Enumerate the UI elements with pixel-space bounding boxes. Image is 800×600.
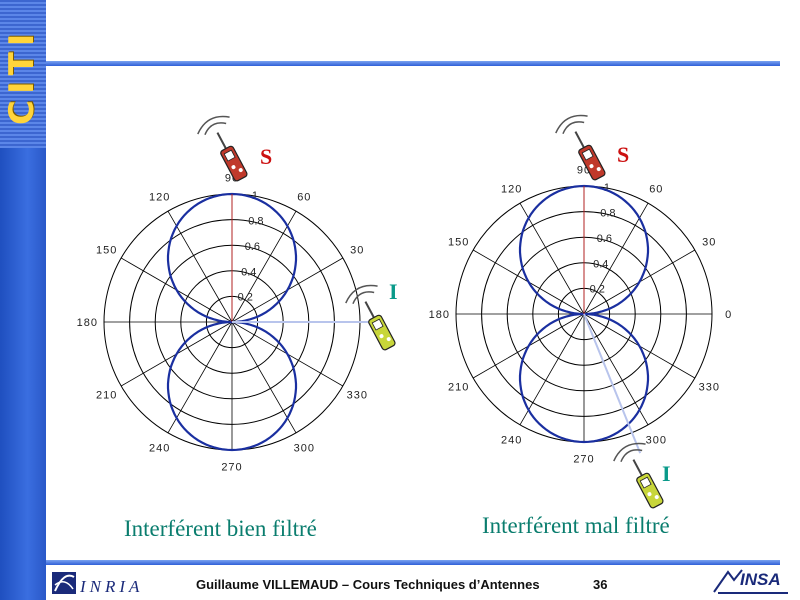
phone-key — [647, 492, 652, 497]
phone-key — [238, 168, 243, 173]
inria-logo — [52, 572, 76, 594]
radial-tick-label: 0.4 — [593, 258, 608, 270]
signal-wave — [352, 291, 375, 305]
phone-screen — [581, 148, 594, 161]
signal-label-right: S — [617, 142, 630, 167]
angle-tick-label: 300 — [294, 442, 315, 454]
angle-spoke — [519, 313, 585, 426]
radial-tick-label: 0.2 — [590, 284, 605, 296]
phone-antenna — [632, 459, 643, 477]
phone-key — [231, 165, 236, 170]
polar-chart-right: 0.20.40.60.81030609012015018021024027030… — [429, 164, 732, 466]
radial-tick-label: 0.6 — [245, 241, 260, 253]
signal-wave — [613, 442, 646, 462]
angle-spoke — [231, 321, 297, 434]
phone-antenna — [574, 131, 585, 149]
phone-key — [596, 167, 601, 172]
phone-key — [654, 495, 659, 500]
interferer-label-left: I — [389, 279, 398, 304]
angle-spoke — [583, 313, 649, 426]
angle-tick-label: 30 — [702, 237, 716, 249]
radial-tick-label: 0.6 — [597, 233, 612, 245]
top-divider — [46, 61, 780, 66]
caption-left: Interférent bien filtré — [124, 516, 317, 541]
angle-tick-label: 240 — [501, 434, 522, 446]
caption-right: Interférent mal filtré — [482, 513, 670, 538]
angle-tick-label: 270 — [573, 454, 594, 466]
page-number: 36 — [593, 577, 608, 592]
phone-screen — [223, 149, 236, 162]
interferer-label-right: I — [662, 461, 671, 486]
phone-screen — [639, 476, 652, 489]
footer-author: Guillaume VILLEMAUD – Cours Techniques d… — [196, 577, 540, 592]
phone-key — [386, 337, 391, 342]
sidebar: CITI — [0, 0, 46, 600]
phone-interferer-left — [345, 284, 396, 351]
signal-label-left: S — [260, 144, 273, 169]
inria-logo-text: INRIA — [80, 577, 144, 596]
angle-tick-label: 0 — [725, 309, 732, 321]
bottom-divider — [46, 560, 780, 565]
polar-chart-left: 0.20.40.60.81030609012015018021024027030… — [77, 172, 380, 474]
angle-tick-label: 120 — [149, 192, 170, 204]
angle-spoke — [583, 202, 649, 315]
angle-tick-label: 270 — [221, 462, 242, 474]
angle-spoke — [231, 210, 297, 323]
signal-wave — [555, 114, 588, 134]
phone-signal-left — [197, 115, 248, 182]
interferer-direction-line — [583, 313, 642, 454]
angle-tick-label: 210 — [448, 381, 469, 393]
phone-antenna — [364, 301, 375, 319]
angle-spoke — [167, 210, 233, 323]
insa-logo-text: INSA — [740, 570, 781, 589]
radial-tick-label: 0.8 — [600, 208, 615, 220]
phone-screen — [371, 318, 384, 331]
radial-tick-label: 1 — [252, 190, 258, 202]
angle-tick-label: 330 — [347, 389, 368, 401]
radial-tick-label: 1 — [604, 182, 610, 194]
radial-tick-label: 0.2 — [238, 292, 253, 304]
angle-tick-label: 210 — [96, 389, 117, 401]
angle-tick-label: 180 — [77, 317, 98, 329]
angle-tick-label: 300 — [646, 434, 667, 446]
phone-key — [379, 334, 384, 339]
phone-body — [636, 472, 664, 509]
phone-body — [368, 314, 396, 351]
angle-tick-label: 180 — [429, 309, 450, 321]
citi-logo: CITI — [0, 0, 46, 148]
angle-tick-label: 120 — [501, 184, 522, 196]
radial-tick-label: 0.8 — [248, 216, 263, 228]
angle-tick-label: 330 — [699, 381, 720, 393]
signal-wave — [204, 122, 227, 136]
insa-logo — [713, 569, 788, 594]
angle-tick-label: 150 — [96, 245, 117, 257]
phone-signal-right — [555, 114, 606, 181]
signal-wave — [197, 115, 230, 135]
signal-wave — [345, 284, 378, 304]
phone-illustrations — [197, 114, 664, 509]
phone-interferer-right — [613, 442, 664, 509]
radial-tick-label: 0.4 — [241, 266, 256, 278]
angle-tick-label: 240 — [149, 442, 170, 454]
angle-tick-label: 30 — [350, 245, 364, 257]
phone-antenna — [216, 132, 227, 150]
signal-wave — [562, 121, 585, 135]
angle-tick-label: 60 — [649, 184, 663, 196]
angle-tick-label: 60 — [297, 192, 311, 204]
angle-spoke — [167, 321, 233, 434]
angle-tick-label: 150 — [448, 237, 469, 249]
phone-key — [589, 164, 594, 169]
angle-spoke — [519, 202, 585, 315]
signal-wave — [620, 449, 643, 463]
